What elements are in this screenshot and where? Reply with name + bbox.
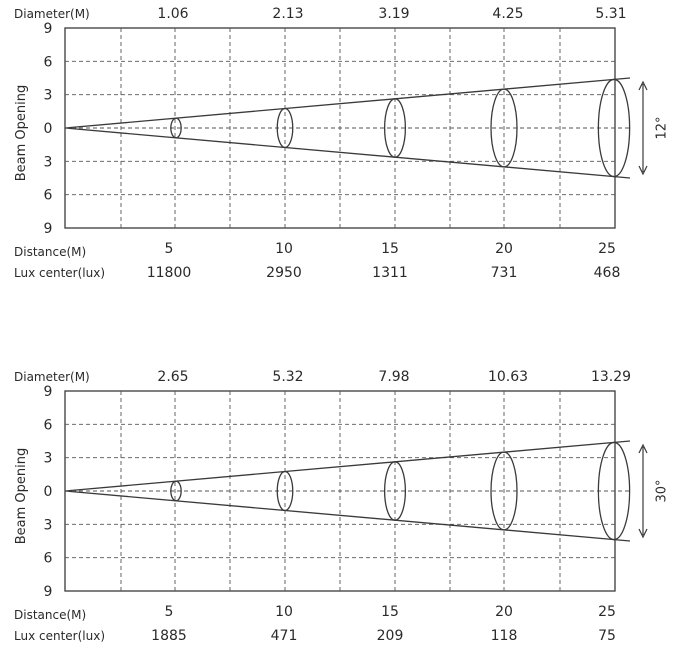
distance-value: 10: [275, 604, 293, 620]
beam-ellipse: [383, 461, 407, 521]
y-tick-label: 9: [44, 21, 53, 37]
y-axis-title: Beam Opening: [14, 448, 29, 545]
y-tick-label: 6: [44, 551, 53, 567]
diameter-value: 4.25: [492, 6, 523, 22]
diameter-value: 10.63: [488, 369, 528, 385]
lux-value: 2950: [266, 265, 302, 281]
beam-angle-label: 30°: [655, 479, 670, 502]
beam-ellipse: [383, 98, 407, 158]
diameter-value: 5.32: [272, 369, 303, 385]
lux-value: 118: [491, 628, 518, 644]
y-tick-label: 9: [44, 384, 53, 400]
y-tick-label: 3: [44, 517, 53, 533]
beam-ellipse: [597, 78, 631, 178]
distance-value: 25: [598, 604, 616, 620]
lux-value: 75: [598, 628, 616, 644]
lux-value: 1885: [151, 628, 187, 644]
lux-value: 1311: [372, 265, 408, 281]
diameter-value: 13.29: [591, 369, 631, 385]
arrow-down-icon: [638, 165, 648, 176]
distance-value: 15: [381, 604, 399, 620]
diameter-value: 7.98: [378, 369, 409, 385]
y-axis-title: Beam Opening: [14, 85, 29, 182]
lux-value: 11800: [147, 265, 192, 281]
arrow-down-icon: [638, 528, 648, 539]
y-tick-label: 9: [44, 221, 53, 237]
distance-value: 25: [598, 241, 616, 257]
beam-edge-lower: [64, 490, 631, 542]
y-tick-label: 0: [44, 484, 53, 500]
distance-value: 10: [275, 241, 293, 257]
distance-value: 20: [495, 604, 513, 620]
lux-value: 209: [377, 628, 404, 644]
arrow-up-icon: [638, 80, 648, 91]
lux-value: 468: [594, 265, 621, 281]
distance-value: 5: [165, 604, 174, 620]
beam-diagram-1: 12° 9 6 3 0 3 6 9 Beam Opening Diameter(M) 1.06 2.1…: [14, 6, 670, 281]
diameter-value: 3.19: [378, 6, 409, 22]
diameter-value: 1.06: [157, 6, 188, 22]
diameter-label: Diameter(M): [14, 7, 90, 21]
beam-ellipse: [490, 88, 518, 168]
diameter-label: Diameter(M): [14, 370, 90, 384]
beam-ellipse: [170, 480, 182, 502]
beam-diagram-2: 30° 9 6 3 0 3 6 9 Beam Opening Diameter(M) 2.65 5.3…: [14, 369, 670, 644]
beam-ellipse: [597, 441, 631, 541]
y-tick-label: 3: [44, 154, 53, 170]
beam-angle-label: 12°: [655, 116, 670, 139]
lux-center-label: Lux center(lux): [14, 629, 105, 643]
beam-edge-upper: [64, 440, 631, 492]
y-tick-label: 9: [44, 584, 53, 600]
y-tick-label: 3: [44, 88, 53, 104]
distance-label: Distance(M): [14, 608, 86, 622]
y-tick-label: 6: [44, 188, 53, 204]
y-tick-label: 0: [44, 121, 53, 137]
diameter-value: 2.65: [157, 369, 188, 385]
distance-value: 5: [165, 241, 174, 257]
beam-ellipse: [490, 451, 518, 531]
lux-center-label: Lux center(lux): [14, 266, 105, 280]
y-tick-label: 6: [44, 54, 53, 70]
distance-label: Distance(M): [14, 245, 86, 259]
arrow-up-icon: [638, 443, 648, 454]
beam-ellipse: [170, 117, 182, 139]
distance-value: 15: [381, 241, 399, 257]
beam-edge-upper: [64, 77, 631, 129]
diameter-value: 5.31: [595, 6, 626, 22]
beam-edge-lower: [64, 127, 631, 179]
beam-ellipse: [276, 107, 294, 149]
lux-value: 731: [491, 265, 518, 281]
beam-ellipse: [276, 470, 294, 512]
lux-value: 471: [271, 628, 298, 644]
y-tick-label: 6: [44, 417, 53, 433]
diameter-value: 2.13: [272, 6, 303, 22]
y-tick-label: 3: [44, 451, 53, 467]
distance-value: 20: [495, 241, 513, 257]
